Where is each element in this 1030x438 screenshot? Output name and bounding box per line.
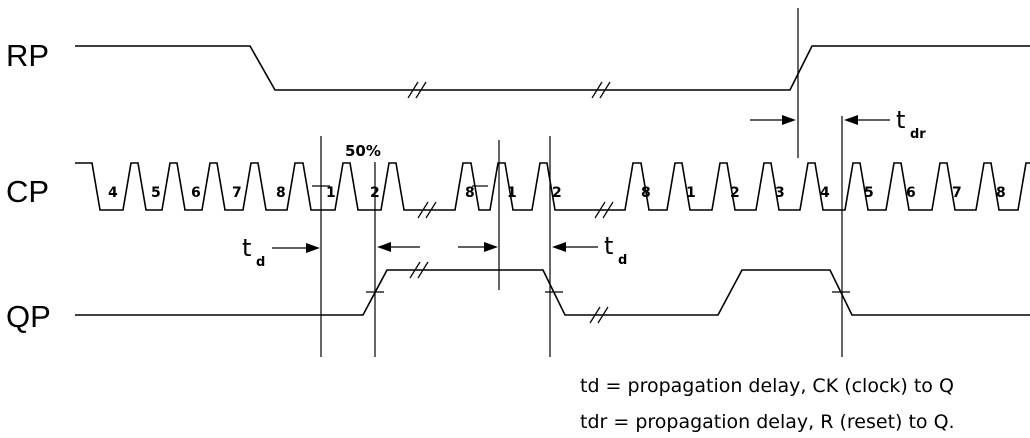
tdr-subscript: dr: [910, 127, 926, 142]
pulse-number: 3: [775, 185, 785, 201]
cp-break-mark: [417, 201, 437, 219]
threshold-label: 50%: [345, 142, 381, 160]
cp-waveform: [75, 162, 1030, 211]
clock-pulse-numbers: 4 5 6 7 8 1 2 8 1 2 8 1 2 3 4 5 6 7 8: [108, 185, 1006, 201]
pulse-number: 6: [191, 185, 201, 201]
pulse-number: 2: [552, 185, 562, 201]
pulse-number: 7: [952, 185, 962, 201]
pulse-number: 8: [276, 185, 286, 201]
qp-waveform: [75, 261, 1030, 324]
qp-signal-label: QP: [6, 299, 51, 334]
pulse-number: 8: [996, 185, 1006, 201]
note-td: td = propagation delay, CK (clock) to Q: [580, 375, 954, 397]
rp-signal-label: RP: [6, 38, 49, 73]
pulse-number: 4: [108, 185, 118, 201]
pulse-number: 1: [686, 185, 696, 201]
td-label-right: t d: [604, 232, 627, 268]
qp-break-mark: [409, 261, 429, 279]
qp-break-mark: [589, 306, 609, 324]
rp-break-mark: [407, 81, 427, 99]
rp-break-mark: [591, 81, 611, 99]
tdr-label: t dr: [896, 106, 926, 142]
pulse-number: 2: [730, 185, 740, 201]
td-arrow-left: [272, 243, 320, 253]
pulse-number: 8: [465, 185, 475, 201]
td-arrow-mid: [377, 242, 498, 252]
pulse-number: 7: [232, 185, 242, 201]
pulse-number: 5: [864, 185, 874, 201]
pulse-number: 6: [906, 185, 916, 201]
tdr-arrows: [750, 115, 890, 125]
pulse-number: 1: [507, 185, 517, 201]
td-label-left: t d: [242, 234, 265, 270]
td-arrow-right: [552, 242, 598, 252]
td-symbol: t: [242, 234, 251, 262]
note-tdr: tdr = propagation delay, R (reset) to Q.: [580, 411, 955, 433]
td-subscript: d: [256, 255, 265, 270]
pulse-number: 4: [820, 185, 830, 201]
pulse-number: 1: [326, 185, 336, 201]
td-symbol: t: [604, 232, 613, 260]
cp-signal-label: CP: [6, 174, 49, 209]
td-subscript: d: [618, 253, 627, 268]
pulse-number: 8: [641, 185, 651, 201]
pulse-number: 5: [151, 185, 161, 201]
tdr-symbol: t: [896, 106, 905, 134]
cp-break-mark: [594, 201, 614, 219]
reference-lines: [320, 8, 843, 357]
rp-waveform: [75, 45, 1030, 99]
